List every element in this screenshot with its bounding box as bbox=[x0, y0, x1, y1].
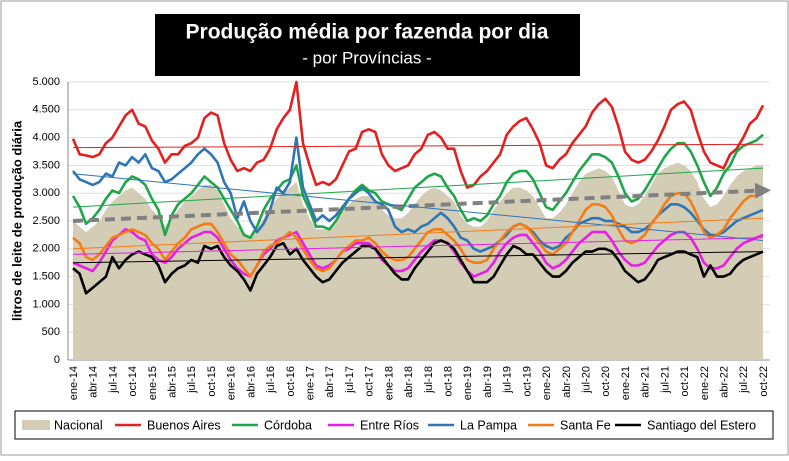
y-tick-label: 5.000 bbox=[32, 76, 60, 88]
x-tick-label: oct-21 bbox=[679, 366, 691, 397]
legend-label: La Pampa bbox=[460, 418, 517, 432]
y-tick-label: 4.500 bbox=[32, 104, 60, 116]
x-tick-label: oct-16 bbox=[285, 366, 297, 397]
x-tick-label: ene-16 bbox=[226, 366, 238, 400]
x-tick-label: oct-22 bbox=[758, 366, 770, 397]
y-tick-label: 4.000 bbox=[32, 132, 60, 144]
x-tick-label: abr-16 bbox=[245, 366, 257, 398]
x-tick-label: abr-19 bbox=[482, 366, 494, 398]
legend-label: Buenos Aires bbox=[147, 418, 221, 432]
x-tick-label: abr-17 bbox=[324, 366, 336, 398]
y-tick-label: 500 bbox=[42, 326, 60, 338]
x-tick-label: oct-15 bbox=[206, 366, 218, 397]
x-tick-label: abr-18 bbox=[403, 366, 415, 398]
x-tick-label: abr-20 bbox=[561, 366, 573, 398]
x-tick-label: jul-17 bbox=[344, 366, 356, 394]
x-tick-label: oct-18 bbox=[442, 366, 454, 397]
line bbox=[72, 228, 764, 278]
x-tick-label: oct-14 bbox=[127, 366, 139, 397]
trend-line bbox=[72, 173, 764, 241]
line bbox=[71, 133, 764, 239]
x-tick-label: jul-22 bbox=[738, 366, 750, 394]
trend-line bbox=[72, 217, 764, 250]
x-tick-label: ene-15 bbox=[147, 366, 159, 400]
trend-line bbox=[72, 251, 764, 264]
x-tick-label: ene-18 bbox=[383, 366, 395, 400]
y-tick-label: 1.000 bbox=[32, 298, 60, 310]
x-tick-label: jul-18 bbox=[423, 366, 435, 394]
x-tick-label: abr-14 bbox=[88, 366, 100, 398]
x-tick-label: jul-15 bbox=[186, 366, 198, 394]
x-tick-label: abr-22 bbox=[718, 366, 730, 398]
line bbox=[71, 136, 764, 253]
x-tick-label: ene-14 bbox=[68, 366, 80, 400]
trend-line bbox=[72, 167, 764, 208]
trend-line bbox=[72, 237, 764, 255]
y-axis-label: litros de leite de produção diária bbox=[9, 120, 24, 321]
area bbox=[73, 162, 763, 360]
y-tick-label: 1.500 bbox=[32, 271, 60, 283]
legend-label: Santa Fe bbox=[560, 418, 611, 432]
chart-title: Produção média por fazenda por dia bbox=[186, 21, 549, 44]
x-tick-label: oct-20 bbox=[600, 366, 612, 397]
x-tick-label: jul-16 bbox=[265, 366, 277, 394]
title-box bbox=[155, 14, 580, 76]
x-tick-label: jul-14 bbox=[107, 366, 119, 394]
line bbox=[72, 239, 764, 295]
y-tick-label: 0 bbox=[54, 354, 60, 366]
x-tick-label: abr-15 bbox=[166, 366, 178, 398]
x-tick-label: ene-21 bbox=[620, 366, 632, 400]
trend-line bbox=[72, 143, 764, 149]
legend-label: Córdoba bbox=[264, 418, 312, 432]
x-tick-label: jul-19 bbox=[502, 366, 514, 394]
y-tick-label: 3.500 bbox=[32, 159, 60, 171]
y-tick-label: 3.000 bbox=[32, 187, 60, 199]
x-tick-label: ene-19 bbox=[462, 366, 474, 400]
legend-label: Santiago del Estero bbox=[647, 418, 756, 432]
chart-subtitle: - por Províncias - bbox=[302, 48, 431, 67]
legend-label: Entre Ríos bbox=[360, 418, 419, 432]
y-tick-label: 2.000 bbox=[32, 243, 60, 255]
trend-line bbox=[72, 182, 771, 223]
x-tick-label: ene-22 bbox=[699, 366, 711, 400]
x-tick-label: oct-17 bbox=[364, 366, 376, 397]
x-tick-label: ene-17 bbox=[304, 366, 316, 400]
x-tick-label: abr-21 bbox=[640, 366, 652, 398]
x-tick-label: jul-21 bbox=[659, 366, 671, 394]
y-tick-label: 2.500 bbox=[32, 215, 60, 227]
x-tick-label: jul-20 bbox=[580, 366, 592, 394]
legend-swatch bbox=[22, 420, 50, 430]
legend-label: Nacional bbox=[54, 418, 103, 432]
x-tick-label: oct-19 bbox=[521, 366, 533, 397]
x-tick-label: ene-20 bbox=[541, 366, 553, 400]
legend bbox=[14, 410, 774, 440]
line bbox=[71, 80, 765, 189]
